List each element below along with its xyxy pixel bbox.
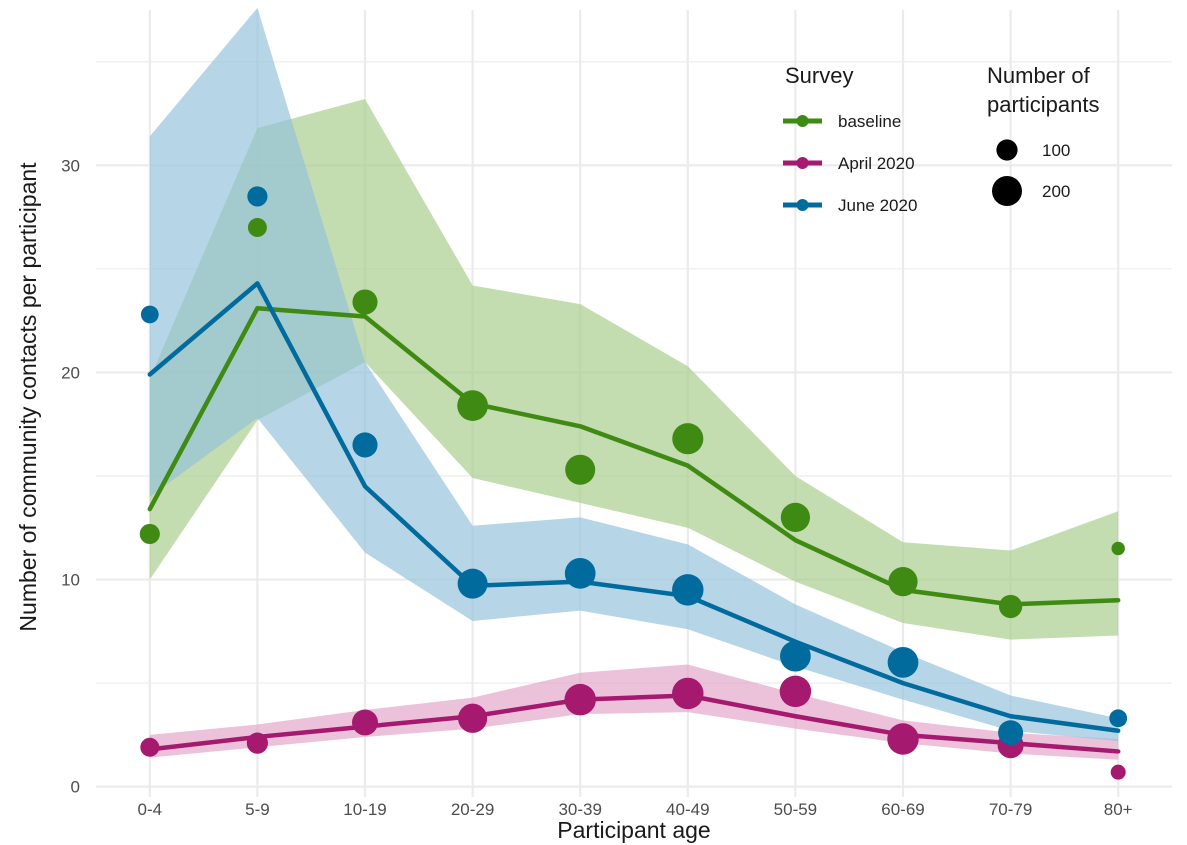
y-tick-label: 10 — [61, 571, 80, 590]
x-tick-label: 0-4 — [138, 800, 163, 819]
observed-point — [1109, 709, 1128, 728]
observed-point — [352, 289, 378, 315]
observed-point — [564, 683, 596, 716]
observed-point — [457, 703, 488, 733]
legend-key-point — [796, 157, 809, 169]
observed-point — [457, 390, 488, 421]
observed-point — [887, 723, 919, 755]
observed-point — [247, 186, 268, 207]
x-tick-label: 80+ — [1104, 800, 1133, 819]
y-axis-title: Number of community contacts per partici… — [15, 162, 41, 632]
legend-key-point — [796, 199, 809, 211]
observed-point — [672, 423, 704, 455]
confidence-band — [149, 99, 1119, 640]
observed-points — [139, 186, 1128, 780]
fit-line — [147, 305, 1121, 607]
observed-point — [780, 502, 811, 533]
legend-label: April 2020 — [838, 154, 915, 173]
legend-label: baseline — [838, 112, 901, 131]
observed-point — [888, 566, 918, 597]
observed-point — [564, 557, 596, 589]
observed-point — [140, 737, 160, 757]
observed-point — [998, 720, 1024, 746]
x-tick-label: 20-29 — [451, 800, 494, 819]
y-tick-label: 30 — [61, 156, 80, 175]
fit-line — [147, 281, 1121, 733]
legend-entries: baseline April 2020 June 2020 — [783, 112, 917, 215]
observed-point — [352, 432, 378, 458]
size-legend-title-line-2: participants — [987, 92, 1100, 117]
y-tick-label: 0 — [71, 778, 80, 797]
legend-title: Survey — [785, 63, 853, 88]
confidence-bands — [149, 7, 1119, 760]
confidence-band — [149, 7, 1119, 742]
legend-label: June 2020 — [838, 196, 917, 215]
legend: Survey baseline April 2020 June 2020 — [783, 63, 917, 215]
observed-point — [246, 732, 269, 754]
legend-key-point — [796, 115, 809, 127]
size-legend-circle — [996, 139, 1018, 161]
y-tick-label: 20 — [61, 363, 80, 382]
observed-point — [779, 675, 812, 708]
x-tick-label: 50-59 — [774, 800, 817, 819]
observed-point — [565, 454, 596, 485]
confidence-band — [149, 664, 1119, 760]
size-legend-label: 200 — [1042, 182, 1070, 201]
observed-point — [887, 647, 919, 678]
observed-point — [352, 709, 378, 736]
observed-point — [998, 594, 1023, 619]
size-legend-circle — [992, 176, 1022, 206]
x-axis-title: Participant age — [557, 817, 710, 843]
size-legend: Number of participants 100 200 — [987, 63, 1100, 206]
observed-point — [672, 574, 704, 606]
observed-point — [672, 677, 704, 710]
fit-lines — [147, 281, 1121, 754]
size-legend-title-line-1: Number of — [987, 63, 1091, 88]
observed-point — [780, 640, 811, 672]
observed-point — [247, 217, 267, 237]
x-tick-label: 30-39 — [558, 800, 601, 819]
observed-point — [1111, 541, 1125, 556]
x-tick-label: 40-49 — [666, 800, 709, 819]
observed-point — [1110, 764, 1126, 780]
size-legend-label: 100 — [1042, 141, 1070, 160]
x-axis-ticks: 0-4 5-9 10-19 20-29 30-39 40-49 50-59 60-69 70-7… — [138, 800, 1133, 819]
size-legend-entries: 100 200 — [992, 139, 1070, 206]
observed-point — [457, 568, 488, 599]
observed-point — [139, 523, 160, 545]
x-tick-label: 60-69 — [881, 800, 924, 819]
x-tick-label: 10-19 — [343, 800, 386, 819]
x-tick-label: 70-79 — [989, 800, 1032, 819]
fit-line — [147, 693, 1121, 754]
y-axis-ticks: 0 10 20 30 — [61, 156, 80, 796]
observed-point — [140, 305, 159, 324]
x-tick-label: 5-9 — [245, 800, 270, 819]
